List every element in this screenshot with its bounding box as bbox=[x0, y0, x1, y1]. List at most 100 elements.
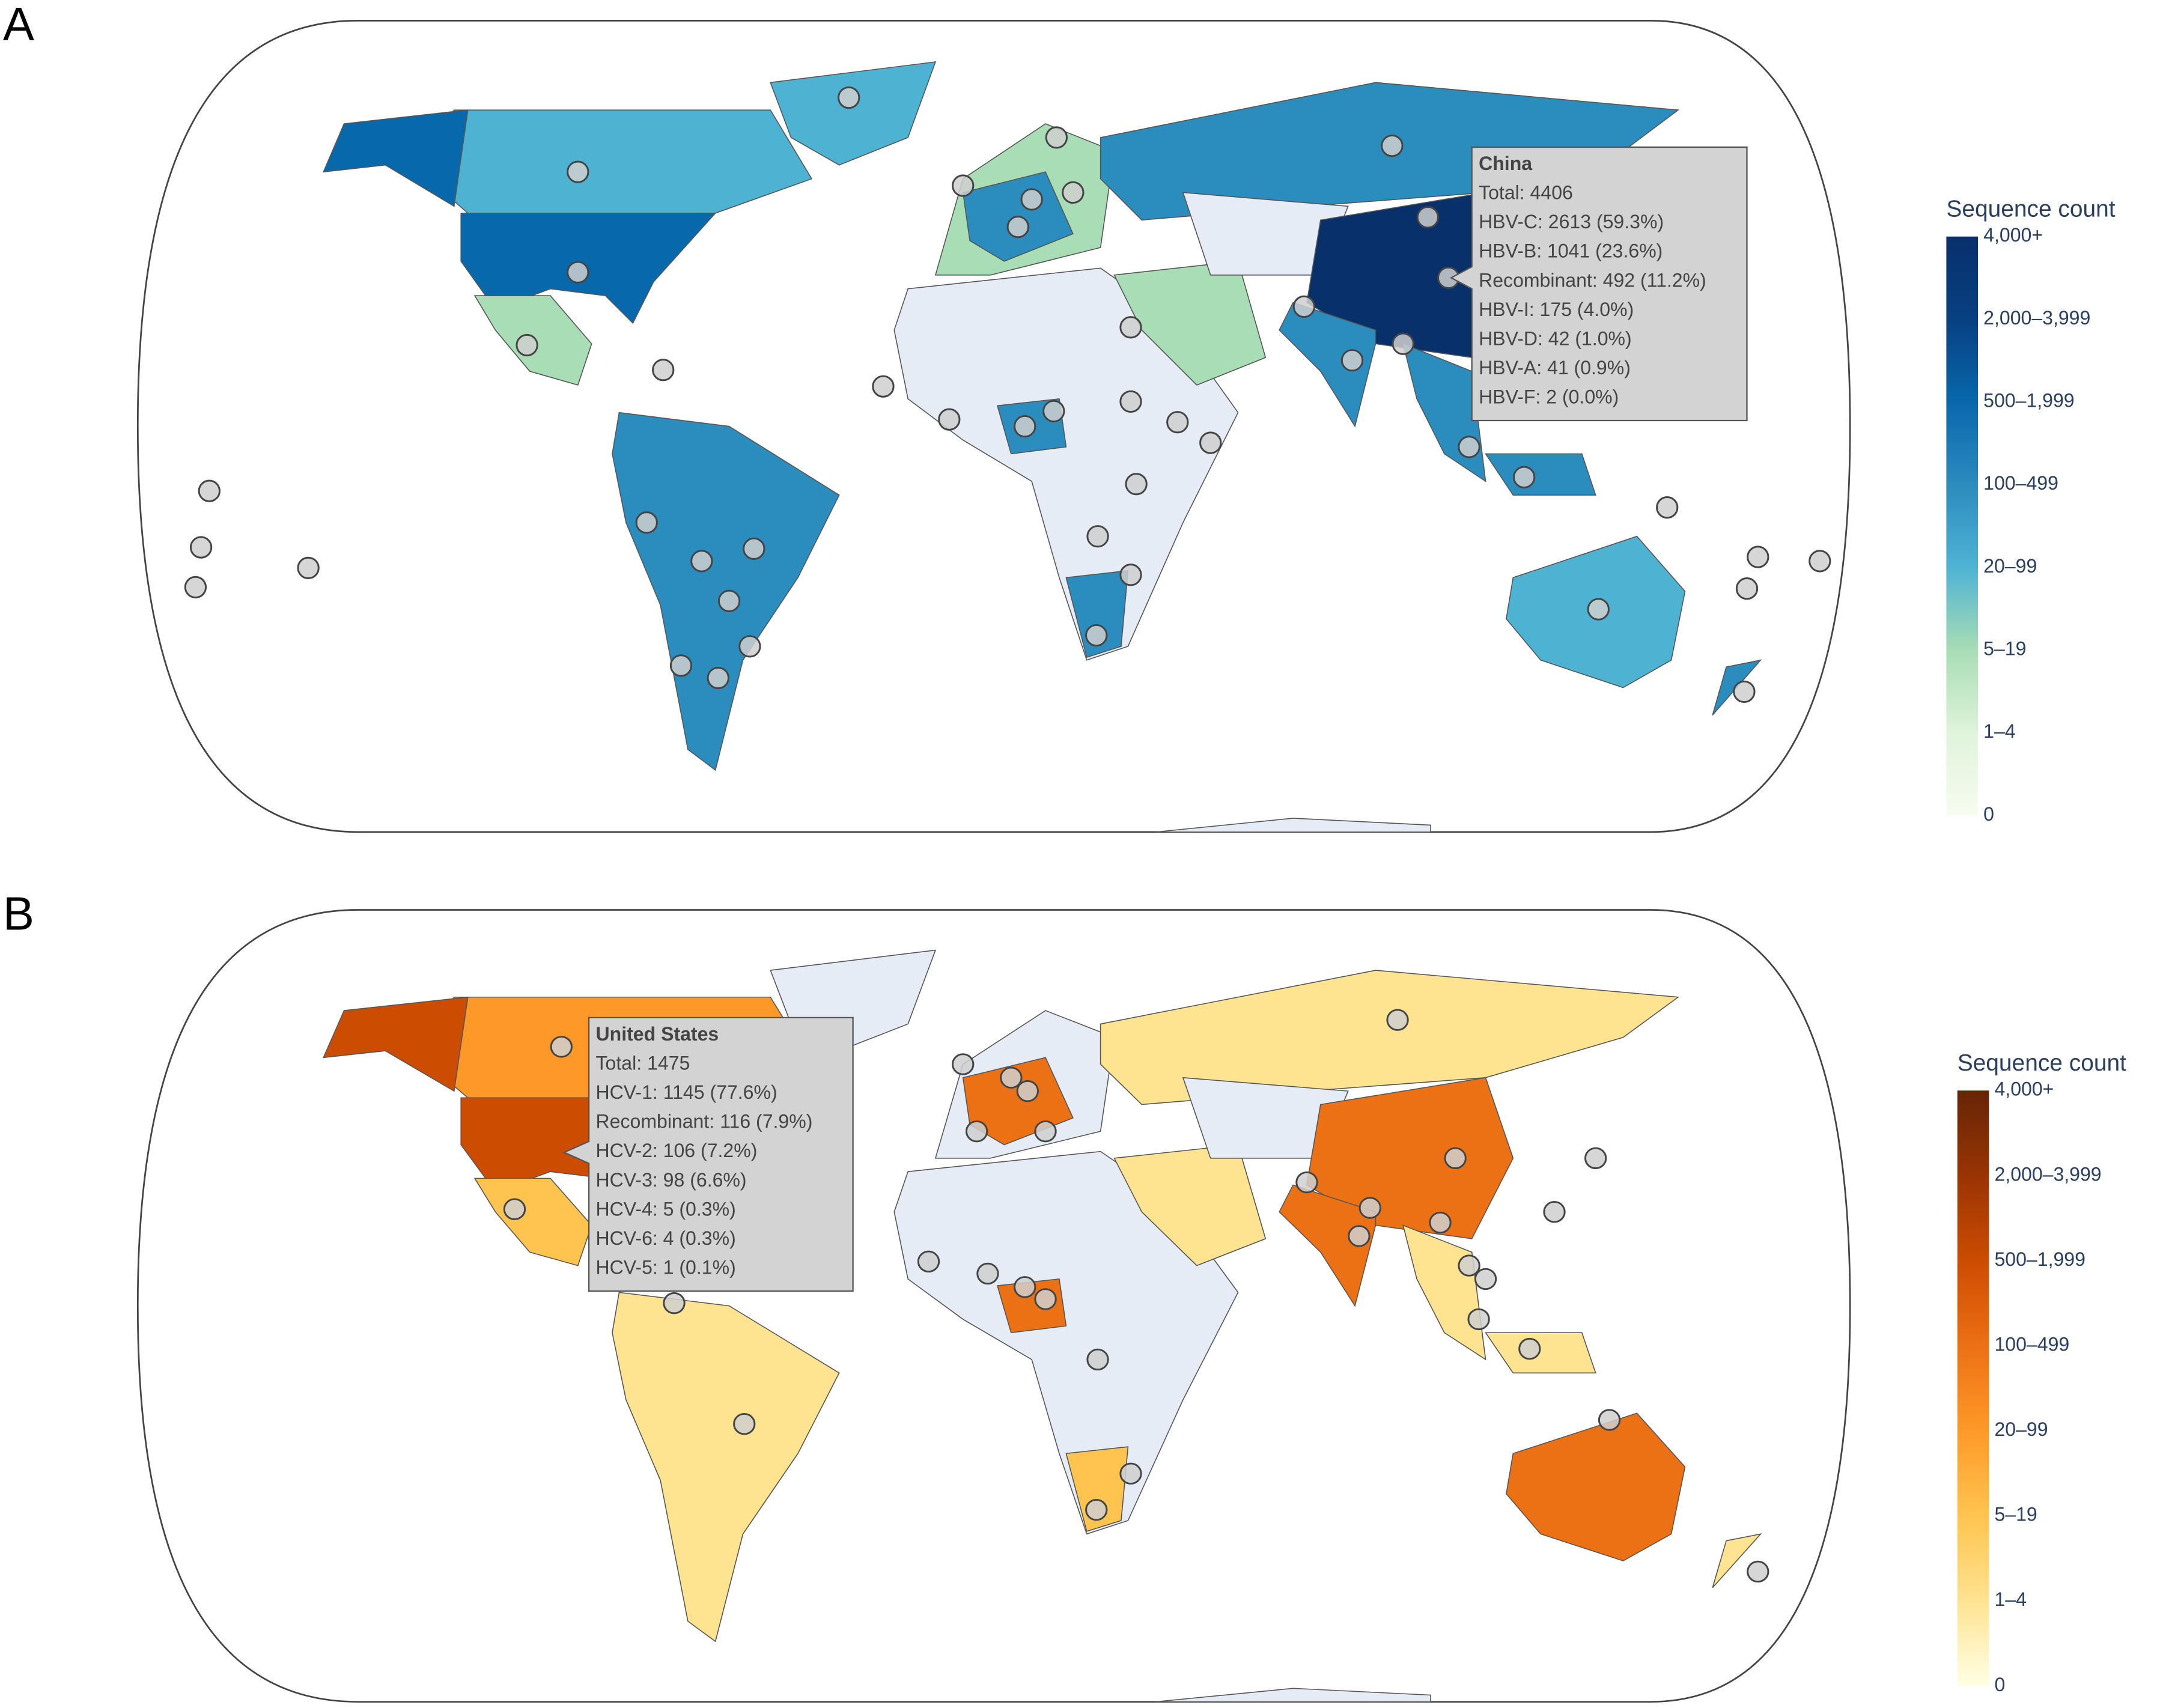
legend-tick-label: 0 bbox=[1995, 1674, 2006, 1695]
country bbox=[612, 1292, 840, 1643]
country-marker bbox=[1086, 525, 1109, 548]
tooltip-line: HCV-5: 1 (0.1%) bbox=[596, 1256, 736, 1278]
country-marker bbox=[707, 666, 729, 690]
country-marker bbox=[1467, 1308, 1490, 1331]
tooltip-line: HBV-F: 2 (0.0%) bbox=[1479, 386, 1619, 407]
country-marker bbox=[1045, 126, 1068, 149]
tooltip-line: HBV-D: 42 (1.0%) bbox=[1479, 327, 1632, 349]
country-marker bbox=[1735, 577, 1759, 600]
country-marker bbox=[652, 359, 675, 381]
country-marker bbox=[1014, 1276, 1036, 1298]
tooltip-line: HCV-2: 106 (7.2%) bbox=[596, 1140, 758, 1161]
country-marker bbox=[297, 556, 320, 580]
legend-tick-label: 500–1,999 bbox=[1983, 390, 2074, 412]
country-marker bbox=[952, 174, 975, 197]
tooltip-line: HBV-I: 175 (4.0%) bbox=[1479, 299, 1634, 320]
tooltip-line: HCV-3: 98 (6.6%) bbox=[596, 1169, 747, 1191]
country-marker bbox=[550, 1036, 573, 1058]
country-marker bbox=[917, 1250, 940, 1273]
tooltip-line: HCV-4: 5 (0.3%) bbox=[596, 1198, 736, 1220]
legend-tick-label: 4,000+ bbox=[1995, 1078, 2054, 1100]
country bbox=[1155, 818, 1431, 833]
legend-tick-label: 1–4 bbox=[1983, 720, 2015, 742]
country-marker bbox=[1000, 1066, 1023, 1089]
legend-tick-label: 20–99 bbox=[1995, 1418, 2048, 1440]
country bbox=[770, 61, 937, 166]
country bbox=[412, 109, 813, 214]
country-marker bbox=[952, 1053, 975, 1075]
country-marker bbox=[838, 86, 860, 109]
colorbar bbox=[1946, 236, 1979, 816]
country-marker bbox=[1119, 564, 1142, 586]
country-marker bbox=[516, 333, 538, 357]
legend-title: Sequence count bbox=[1946, 196, 2115, 222]
tooltip-line: HBV-B: 1041 (23.6%) bbox=[1479, 240, 1663, 262]
country-marker bbox=[872, 375, 895, 398]
country-marker bbox=[503, 1198, 526, 1220]
country-marker bbox=[1598, 1409, 1621, 1431]
country-marker bbox=[1733, 680, 1756, 704]
country-marker bbox=[1016, 1080, 1039, 1102]
panel-label: B bbox=[3, 888, 34, 940]
legend-tick-label: 500–1,999 bbox=[1995, 1248, 2086, 1270]
country-marker bbox=[690, 550, 713, 573]
tooltip-title: United States bbox=[596, 1023, 719, 1045]
country bbox=[1712, 1533, 1762, 1588]
country-marker bbox=[738, 635, 761, 658]
tooltip-title: China bbox=[1479, 153, 1533, 174]
country-marker bbox=[1392, 332, 1414, 355]
legend-title: Sequence count bbox=[1958, 1050, 2126, 1076]
tooltip-line: Total: 1475 bbox=[596, 1053, 690, 1074]
country-marker bbox=[1034, 1288, 1057, 1310]
country-marker bbox=[1747, 1560, 1769, 1583]
country-marker bbox=[184, 576, 207, 599]
country bbox=[1065, 1446, 1129, 1532]
legend-tick-label: 1–4 bbox=[1995, 1588, 2027, 1610]
colorbar bbox=[1957, 1090, 1989, 1686]
legend-tick-label: 5–19 bbox=[1995, 1504, 2037, 1525]
country-marker bbox=[1119, 390, 1142, 413]
country-marker bbox=[1014, 415, 1036, 438]
country-marker bbox=[1086, 1348, 1109, 1371]
country bbox=[1279, 302, 1377, 428]
legend-tick-label: 4,000+ bbox=[1983, 224, 2043, 246]
country-marker bbox=[1020, 188, 1043, 211]
country-marker bbox=[635, 511, 658, 534]
country-marker bbox=[1512, 466, 1536, 488]
country-marker bbox=[1458, 1254, 1480, 1277]
country bbox=[473, 1178, 592, 1266]
country-marker bbox=[567, 160, 589, 183]
legend-tick-label: 20–99 bbox=[1983, 555, 2037, 577]
tooltip-line: HCV-6: 4 (0.3%) bbox=[596, 1227, 736, 1249]
country bbox=[323, 109, 469, 207]
legend-tick-label: 5–19 bbox=[1983, 638, 2026, 660]
country bbox=[1506, 1412, 1686, 1561]
tooltip-line: Recombinant: 116 (7.9%) bbox=[596, 1111, 813, 1132]
country-marker bbox=[1085, 624, 1108, 647]
country-marker bbox=[1292, 295, 1316, 318]
country-marker bbox=[1543, 1200, 1566, 1223]
country-marker bbox=[717, 589, 741, 612]
country-marker bbox=[1119, 1462, 1142, 1485]
country bbox=[323, 996, 469, 1092]
country-marker bbox=[743, 537, 765, 560]
country-marker bbox=[1386, 1009, 1409, 1031]
country-marker bbox=[1348, 1225, 1371, 1247]
legend-tick-label: 2,000–3,999 bbox=[1995, 1163, 2102, 1185]
country-marker bbox=[1358, 1197, 1381, 1219]
country-marker bbox=[1656, 496, 1679, 519]
legend-tick-label: 100–499 bbox=[1983, 472, 2058, 494]
country bbox=[1485, 1332, 1596, 1374]
country bbox=[1155, 1688, 1431, 1703]
country bbox=[1065, 570, 1129, 658]
tooltip-line: HBV-C: 2613 (59.3%) bbox=[1479, 211, 1664, 232]
country-marker bbox=[1062, 181, 1085, 204]
country-marker bbox=[733, 1412, 756, 1435]
tooltip-box bbox=[1449, 146, 1748, 422]
country-marker bbox=[1584, 1147, 1607, 1170]
legend-tick-label: 0 bbox=[1983, 803, 1994, 825]
country-marker bbox=[198, 479, 221, 502]
country-marker bbox=[1429, 1211, 1452, 1234]
tooltip-line: Total: 4406 bbox=[1479, 182, 1573, 204]
